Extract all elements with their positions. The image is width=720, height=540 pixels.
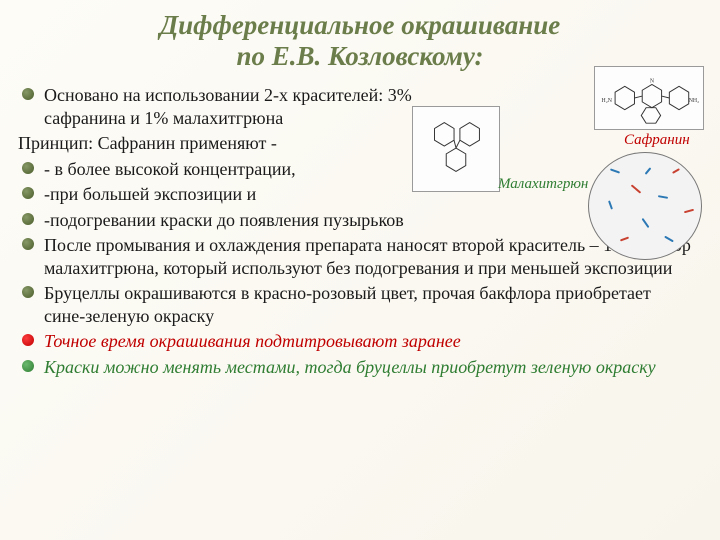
- list-item: Принцип: Сафранин применяют -: [18, 132, 702, 155]
- malachite-label: Малахитгрюн: [498, 176, 588, 193]
- list-item-text: Основано на использовании 2-х красителей…: [44, 84, 474, 129]
- bullet-icon: [22, 286, 34, 298]
- list-item-text: После промывания и охлаждения препарата …: [44, 234, 694, 279]
- bullet-icon: [22, 162, 34, 174]
- svg-text:N: N: [650, 79, 655, 85]
- title-line2: по Е.В. Козловскому:: [236, 41, 483, 71]
- list-item: Точное время окрашивания подтитровывают …: [22, 330, 702, 353]
- list-item: Краски можно менять местами, тогда бруце…: [22, 356, 702, 379]
- svg-text:H₂N: H₂N: [602, 98, 613, 104]
- slide-title: Дифференциальное окрашивание по Е.В. Коз…: [0, 0, 720, 74]
- list-item: После промывания и охлаждения препарата …: [22, 234, 702, 279]
- svg-text:NH₂: NH₂: [689, 98, 699, 104]
- malachite-structure: [412, 106, 500, 192]
- safranin-structure: H₂N NH₂ N: [594, 66, 704, 130]
- bullet-icon: [22, 334, 34, 346]
- list-item-text: Точное время окрашивания подтитровывают …: [44, 330, 694, 353]
- bullet-icon: [22, 88, 34, 100]
- petri-dish: [588, 152, 702, 260]
- safranin-label: Сафранин: [624, 132, 690, 149]
- list-item-text: Бруцеллы окрашиваются в красно-розовый ц…: [44, 282, 694, 327]
- bullet-icon: [22, 187, 34, 199]
- title-line1: Дифференциальное окрашивание: [160, 10, 561, 40]
- bullet-icon: [22, 360, 34, 372]
- list-item-text: Принцип: Сафранин применяют -: [18, 132, 702, 155]
- list-item-text: Краски можно менять местами, тогда бруце…: [44, 356, 694, 379]
- bullet-icon: [22, 238, 34, 250]
- bullet-icon: [22, 213, 34, 225]
- list-item: Бруцеллы окрашиваются в красно-розовый ц…: [22, 282, 702, 327]
